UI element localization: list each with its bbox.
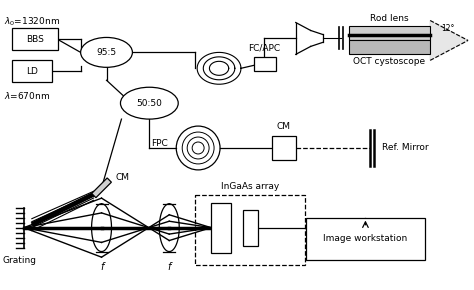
- Text: 50:50: 50:50: [137, 99, 162, 108]
- Text: Image workstation: Image workstation: [323, 234, 408, 243]
- Text: OCT cystoscope: OCT cystoscope: [353, 57, 425, 66]
- Text: 95:5: 95:5: [97, 48, 117, 57]
- Text: f: f: [100, 262, 103, 271]
- Bar: [254, 57, 276, 71]
- Polygon shape: [91, 178, 111, 198]
- Text: Grating: Grating: [3, 255, 37, 264]
- Bar: [195, 195, 305, 264]
- Text: CM: CM: [277, 122, 291, 131]
- Ellipse shape: [81, 37, 132, 67]
- Text: Ref. Mirror: Ref. Mirror: [383, 144, 429, 153]
- Bar: [272, 136, 296, 160]
- Text: Rod lens: Rod lens: [370, 14, 409, 23]
- Bar: [12, 28, 58, 50]
- Bar: [306, 218, 425, 260]
- Text: InGaAs array: InGaAs array: [221, 182, 279, 191]
- Ellipse shape: [120, 87, 178, 119]
- Text: BBS: BBS: [26, 35, 44, 44]
- Text: CM: CM: [116, 173, 129, 182]
- Text: $\lambda$=670nm: $\lambda$=670nm: [4, 90, 50, 101]
- Text: LD: LD: [26, 67, 38, 76]
- Bar: [348, 40, 430, 55]
- Text: $\lambda_0$=1320nm: $\lambda_0$=1320nm: [4, 16, 60, 28]
- Bar: [12, 60, 52, 82]
- Polygon shape: [430, 21, 468, 60]
- Bar: [348, 26, 430, 40]
- Text: 12°: 12°: [441, 24, 455, 33]
- Text: f: f: [168, 262, 171, 271]
- Text: FC/APC: FC/APC: [248, 44, 280, 52]
- Bar: [211, 203, 231, 253]
- Text: FPC: FPC: [152, 139, 168, 148]
- Bar: [243, 210, 258, 246]
